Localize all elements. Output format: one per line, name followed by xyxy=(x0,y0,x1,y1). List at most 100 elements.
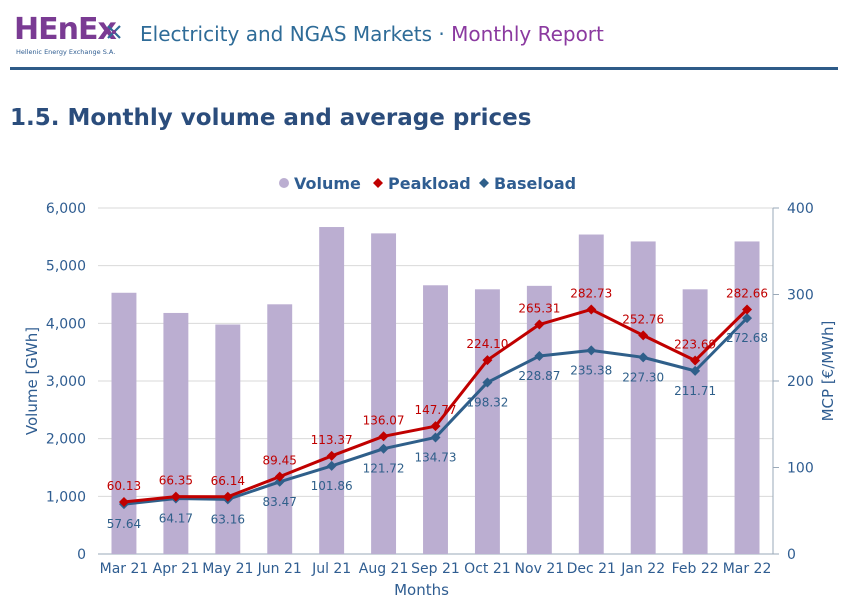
x-tick-label: Jan 22 xyxy=(620,561,665,577)
baseload-point xyxy=(274,476,285,487)
volume-bar xyxy=(630,241,656,554)
x-tick-label: Aug 21 xyxy=(359,561,409,577)
peakload-data-label: 60.13 xyxy=(107,479,141,493)
baseload-data-label: 121.72 xyxy=(363,462,405,476)
peakload-data-label: 224.10 xyxy=(466,337,508,351)
baseload-data-label: 211.71 xyxy=(674,384,716,398)
y-tick-label: 4,000 xyxy=(46,316,86,332)
logo-subtitle: Hellenic Energy Exchange S.A. xyxy=(16,48,116,56)
legend-label-1: Peakload xyxy=(388,174,471,193)
y2-tick-label: 200 xyxy=(787,374,814,390)
peakload-data-label: 113.37 xyxy=(311,433,353,447)
peakload-data-label: 282.73 xyxy=(570,286,612,300)
y2-tick-label: 300 xyxy=(787,288,814,304)
baseload-data-label: 101.86 xyxy=(311,479,353,493)
henex-logo: HEnEx Hellenic Energy Exchange S.A. xyxy=(14,12,126,60)
peakload-data-label: 223.69 xyxy=(674,338,716,352)
x-tick-label: Jul 21 xyxy=(311,561,351,577)
baseload-data-label: 64.17 xyxy=(159,511,193,525)
y-tick-label: 2,000 xyxy=(46,432,86,448)
baseload-point xyxy=(534,351,545,362)
peakload-data-label: 265.31 xyxy=(518,302,560,316)
peakload-data-label: 66.35 xyxy=(159,474,193,488)
peakload-point xyxy=(378,431,389,442)
report-title-main: Electricity and NGAS Markets xyxy=(140,22,433,46)
baseload-point xyxy=(742,313,753,324)
legend-marker-0 xyxy=(279,178,289,188)
y2-tick-label: 0 xyxy=(787,547,796,563)
y-tick-label: 1,000 xyxy=(46,489,86,505)
baseload-data-label: 228.87 xyxy=(518,369,560,383)
peakload-data-label: 66.14 xyxy=(211,474,245,488)
y-tick-label: 0 xyxy=(77,547,86,563)
baseload-data-label: 227.30 xyxy=(622,370,664,384)
report-title-separator: · xyxy=(432,22,452,46)
peakload-data-label: 136.07 xyxy=(363,413,405,427)
volume-bar xyxy=(111,292,137,554)
baseload-data-label: 83.47 xyxy=(263,495,297,509)
peakload-point xyxy=(170,491,181,502)
y-tick-label: 5,000 xyxy=(46,259,86,275)
volume-bar xyxy=(267,304,293,554)
x-tick-label: Feb 22 xyxy=(672,561,719,577)
x-tick-label: Sep 21 xyxy=(411,561,460,577)
peakload-data-label: 147.77 xyxy=(415,403,457,417)
baseload-data-label: 134.73 xyxy=(415,450,457,464)
baseload-point xyxy=(638,352,649,363)
volume-bar xyxy=(423,285,448,554)
x-tick-label: Oct 21 xyxy=(464,561,510,577)
baseload-point xyxy=(378,443,389,454)
report-header-title: Electricity and NGAS Markets · Monthly R… xyxy=(140,22,604,46)
peakload-point xyxy=(586,304,597,315)
report-title-sub: Monthly Report xyxy=(451,22,604,46)
peakload-point xyxy=(118,496,129,507)
x-tick-label: Apr 21 xyxy=(153,561,199,577)
peakload-point xyxy=(690,355,701,366)
volume-bar xyxy=(734,241,760,554)
x-tick-label: Nov 21 xyxy=(515,561,565,577)
y-axis-title: Volume [GWh] xyxy=(23,327,41,435)
baseload-data-label: 57.64 xyxy=(107,517,141,531)
legend-marker-2 xyxy=(479,178,489,188)
volume-price-chart: Volume Peakload Baseload 0 1,000 2,000 3,000 4,… xyxy=(23,174,837,599)
peakload-point xyxy=(534,319,545,330)
baseload-data-label: 63.16 xyxy=(211,512,245,526)
peakload-point xyxy=(274,471,285,482)
peakload-data-label: 89.45 xyxy=(263,454,297,468)
volume-bar xyxy=(682,289,708,554)
y2-axis-title: MCP [€/MWh] xyxy=(819,321,837,422)
volume-bar xyxy=(578,234,604,554)
peakload-point xyxy=(326,450,337,461)
volume-bar xyxy=(319,227,345,554)
x-tick-label: Jun 21 xyxy=(257,561,302,577)
x-tick-label: Mar 22 xyxy=(723,561,772,577)
peakload-data-label: 252.76 xyxy=(622,312,664,326)
legend-label-2: Baseload xyxy=(494,174,576,193)
y-tick-label: 6,000 xyxy=(46,201,86,217)
legend-marker-1 xyxy=(373,178,383,188)
baseload-data-label: 235.38 xyxy=(570,363,612,377)
baseload-point xyxy=(482,377,493,388)
peakload-point xyxy=(430,421,441,432)
peakload-point xyxy=(482,355,493,366)
peakload-point xyxy=(222,491,233,502)
x-axis-title: Months xyxy=(394,581,449,599)
logo-mark-icon xyxy=(107,25,121,39)
volume-bar xyxy=(371,233,397,554)
y2-tick-label: 100 xyxy=(787,461,814,477)
baseload-point xyxy=(430,432,441,443)
x-tick-label: Mar 21 xyxy=(100,561,149,577)
x-tick-label: May 21 xyxy=(202,561,253,577)
baseload-point xyxy=(690,365,701,376)
x-tick-label: Dec 21 xyxy=(567,561,616,577)
volume-bar xyxy=(163,312,189,554)
y2-tick-label: 400 xyxy=(787,201,814,217)
header-divider xyxy=(10,67,838,70)
volume-bar xyxy=(215,324,241,554)
volume-bar xyxy=(474,289,500,554)
section-title: 1.5. Monthly volume and average prices xyxy=(10,105,532,131)
baseload-point xyxy=(326,460,337,471)
legend-label-0: Volume xyxy=(294,174,361,193)
peakload-data-label: 282.66 xyxy=(726,286,768,300)
baseload-data-label: 198.32 xyxy=(466,395,508,409)
